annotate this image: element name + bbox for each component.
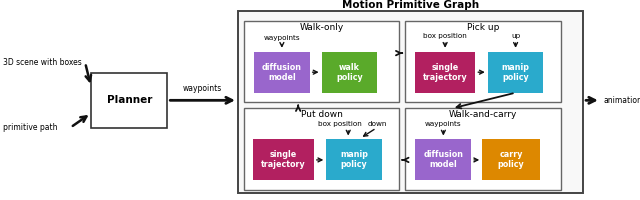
Bar xyxy=(326,139,382,180)
Bar xyxy=(321,52,378,93)
Text: single
trajectory: single trajectory xyxy=(261,150,306,169)
Text: diffusion
model: diffusion model xyxy=(262,63,302,82)
Text: manip
policy: manip policy xyxy=(502,63,529,82)
Bar xyxy=(415,139,471,180)
Bar xyxy=(91,73,168,128)
Bar xyxy=(488,52,543,93)
Text: box position: box position xyxy=(317,121,362,127)
Bar xyxy=(415,52,476,93)
Bar xyxy=(482,139,540,180)
Text: waypoints: waypoints xyxy=(183,84,222,93)
Bar xyxy=(254,52,310,93)
Text: down: down xyxy=(368,121,387,127)
Text: manip
policy: manip policy xyxy=(340,150,368,169)
Text: Put down: Put down xyxy=(301,110,342,119)
Text: single
trajectory: single trajectory xyxy=(423,63,467,82)
Text: animation: animation xyxy=(604,96,640,105)
Text: 3D scene with boxes: 3D scene with boxes xyxy=(3,58,82,67)
Text: walk
policy: walk policy xyxy=(336,63,363,82)
Text: primitive path: primitive path xyxy=(3,123,58,132)
Text: diffusion
model: diffusion model xyxy=(424,150,463,169)
Bar xyxy=(405,21,561,102)
Text: carry
policy: carry policy xyxy=(497,150,524,169)
Text: Walk-only: Walk-only xyxy=(300,23,344,32)
Text: Pick up: Pick up xyxy=(467,23,499,32)
Bar xyxy=(405,108,561,190)
Bar xyxy=(253,139,314,180)
Text: waypoints: waypoints xyxy=(264,35,300,41)
Text: box position: box position xyxy=(423,33,467,39)
Text: waypoints: waypoints xyxy=(425,121,461,127)
Text: Walk-and-carry: Walk-and-carry xyxy=(449,110,517,119)
Bar xyxy=(244,21,399,102)
Text: Motion Primitive Graph: Motion Primitive Graph xyxy=(342,0,479,10)
Text: up: up xyxy=(511,33,520,39)
Bar xyxy=(244,108,399,190)
Text: Planner: Planner xyxy=(106,95,152,105)
Bar xyxy=(238,11,583,193)
